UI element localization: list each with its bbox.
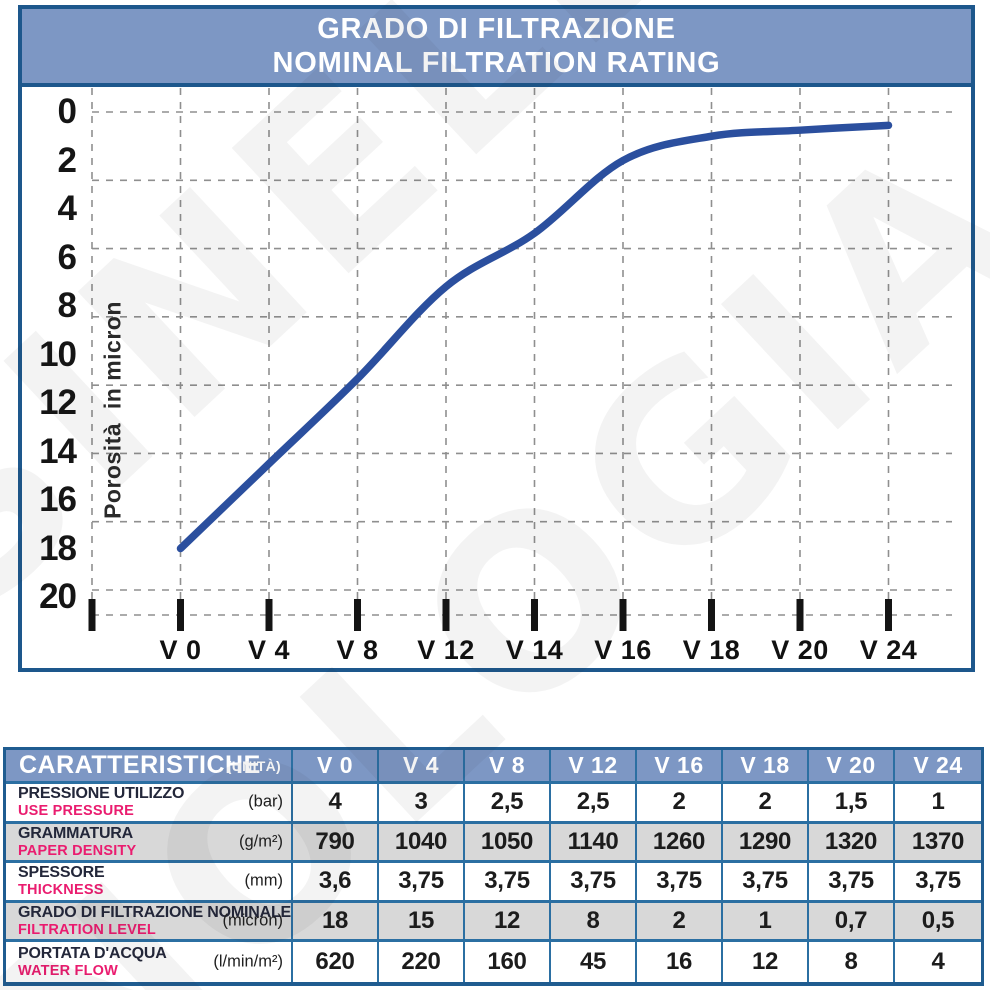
row-label-italian: PORTATA D'ACQUA: [18, 944, 167, 962]
table-value-cell: 2: [637, 902, 723, 943]
table-value-cell: 3,75: [809, 863, 895, 903]
table-value-cell: 1260: [637, 823, 723, 864]
table-value-cell: 2: [637, 784, 723, 824]
chart-title-line2: NOMINAL FILTRATION RATING: [272, 47, 721, 79]
chart-title-band: GRADO DI FILTRAZIONE NOMINAL FILTRATION …: [22, 9, 971, 87]
table-value-cell: 620: [293, 942, 379, 982]
table-value-cell: 3,75: [465, 863, 551, 903]
table-value-cell: 2,5: [551, 784, 637, 824]
table-row-label: SPESSORE THICKNESS (mm): [6, 863, 293, 903]
row-label-block: GRADO DI FILTRAZIONE NOMINALE FILTRATION …: [18, 903, 291, 940]
table-title: CARATTERISTICHE: [19, 751, 261, 779]
row-label-italian: PRESSIONE UTILIZZO: [18, 785, 185, 802]
table-column-header: V 18: [723, 750, 809, 784]
table-column-header: V 0: [293, 750, 379, 784]
table-value-cell: 8: [551, 902, 637, 943]
table-value-cell: 0,7: [809, 902, 895, 943]
row-unit: (bar): [248, 792, 283, 811]
row-label-italian: GRADO DI FILTRAZIONE NOMINALE: [18, 903, 291, 921]
table-value-cell: 3,75: [723, 863, 809, 903]
table-value-cell: 12: [723, 942, 809, 982]
row-label-block: GRAMMATURA PAPER DENSITY: [18, 824, 136, 861]
table-row-label: PRESSIONE UTILIZZO USE PRESSURE (bar): [6, 784, 293, 824]
table-value-cell: 1290: [723, 823, 809, 864]
table-column-header: V 4: [379, 750, 465, 784]
table-value-cell: 4: [895, 942, 981, 982]
row-label-english: FILTRATION LEVEL: [18, 921, 156, 938]
table-value-cell: 15: [379, 902, 465, 943]
table-value-cell: 3,6: [293, 863, 379, 903]
row-label-block: PORTATA D'ACQUA WATER FLOW: [18, 944, 167, 981]
table-value-cell: 1050: [465, 823, 551, 864]
table-value-cell: 45: [551, 942, 637, 982]
table-value-cell: 3,75: [379, 863, 465, 903]
table-value-cell: 2,5: [465, 784, 551, 824]
row-unit: (micron): [222, 911, 284, 930]
table-row-label: PORTATA D'ACQUA WATER FLOW (l/min/m²): [6, 942, 293, 982]
row-label-italian: SPESSORE: [18, 864, 105, 882]
table-unit-label: (UNITÀ): [226, 757, 281, 774]
table-column-header: V 20: [809, 750, 895, 784]
table-column-header: V 16: [637, 750, 723, 784]
table-value-cell: 0,5: [895, 902, 981, 943]
table-value-cell: 12: [465, 902, 551, 943]
row-label-english: THICKNESS: [18, 882, 104, 899]
table-value-cell: 1140: [551, 823, 637, 864]
table-column-header: V 12: [551, 750, 637, 784]
table-value-cell: 1040: [379, 823, 465, 864]
row-unit: (g/m²): [239, 832, 283, 851]
table-value-cell: 790: [293, 823, 379, 864]
row-label-english: USE PRESSURE: [18, 803, 135, 820]
table-value-cell: 2: [723, 784, 809, 824]
table-value-cell: 3,75: [551, 863, 637, 903]
filtration-chart-panel: GRADO DI FILTRAZIONE NOMINAL FILTRATION …: [18, 5, 975, 672]
table-value-cell: 1,5: [809, 784, 895, 824]
table-value-cell: 160: [465, 942, 551, 982]
row-label-block: SPESSORE THICKNESS: [18, 863, 105, 900]
table-value-cell: 3,75: [637, 863, 723, 903]
table-value-cell: 3: [379, 784, 465, 824]
table-value-cell: 3,75: [895, 863, 981, 903]
y-axis-title: Porosità in micron: [99, 301, 126, 519]
row-label-english: PAPER DENSITY: [18, 842, 137, 859]
table-header-caratteristiche: CARATTERISTICHE (UNITÀ): [6, 750, 293, 784]
table-column-header: V 8: [465, 750, 551, 784]
row-label-block: PRESSIONE UTILIZZO USE PRESSURE: [18, 784, 184, 821]
table-value-cell: 8: [809, 942, 895, 982]
table-column-header: V 24: [895, 750, 981, 784]
table-value-cell: 18: [293, 902, 379, 943]
table-value-cell: 1: [723, 902, 809, 943]
table-row-label: GRADO DI FILTRAZIONE NOMINALE FILTRATION …: [6, 902, 293, 943]
table-value-cell: 1: [895, 784, 981, 824]
table-value-cell: 16: [637, 942, 723, 982]
chart-title-line1: GRADO DI FILTRAZIONE: [317, 13, 676, 45]
table-value-cell: 1320: [809, 823, 895, 864]
table-value-cell: 4: [293, 784, 379, 824]
table-value-cell: 220: [379, 942, 465, 982]
row-label-italian: GRAMMATURA: [18, 824, 134, 842]
row-unit: (mm): [244, 871, 283, 890]
row-label-english: WATER FLOW: [18, 963, 118, 980]
row-unit: (l/min/m²): [213, 952, 283, 971]
table-value-cell: 1370: [895, 823, 981, 864]
table-row-label: GRAMMATURA PAPER DENSITY (g/m²): [6, 823, 293, 864]
